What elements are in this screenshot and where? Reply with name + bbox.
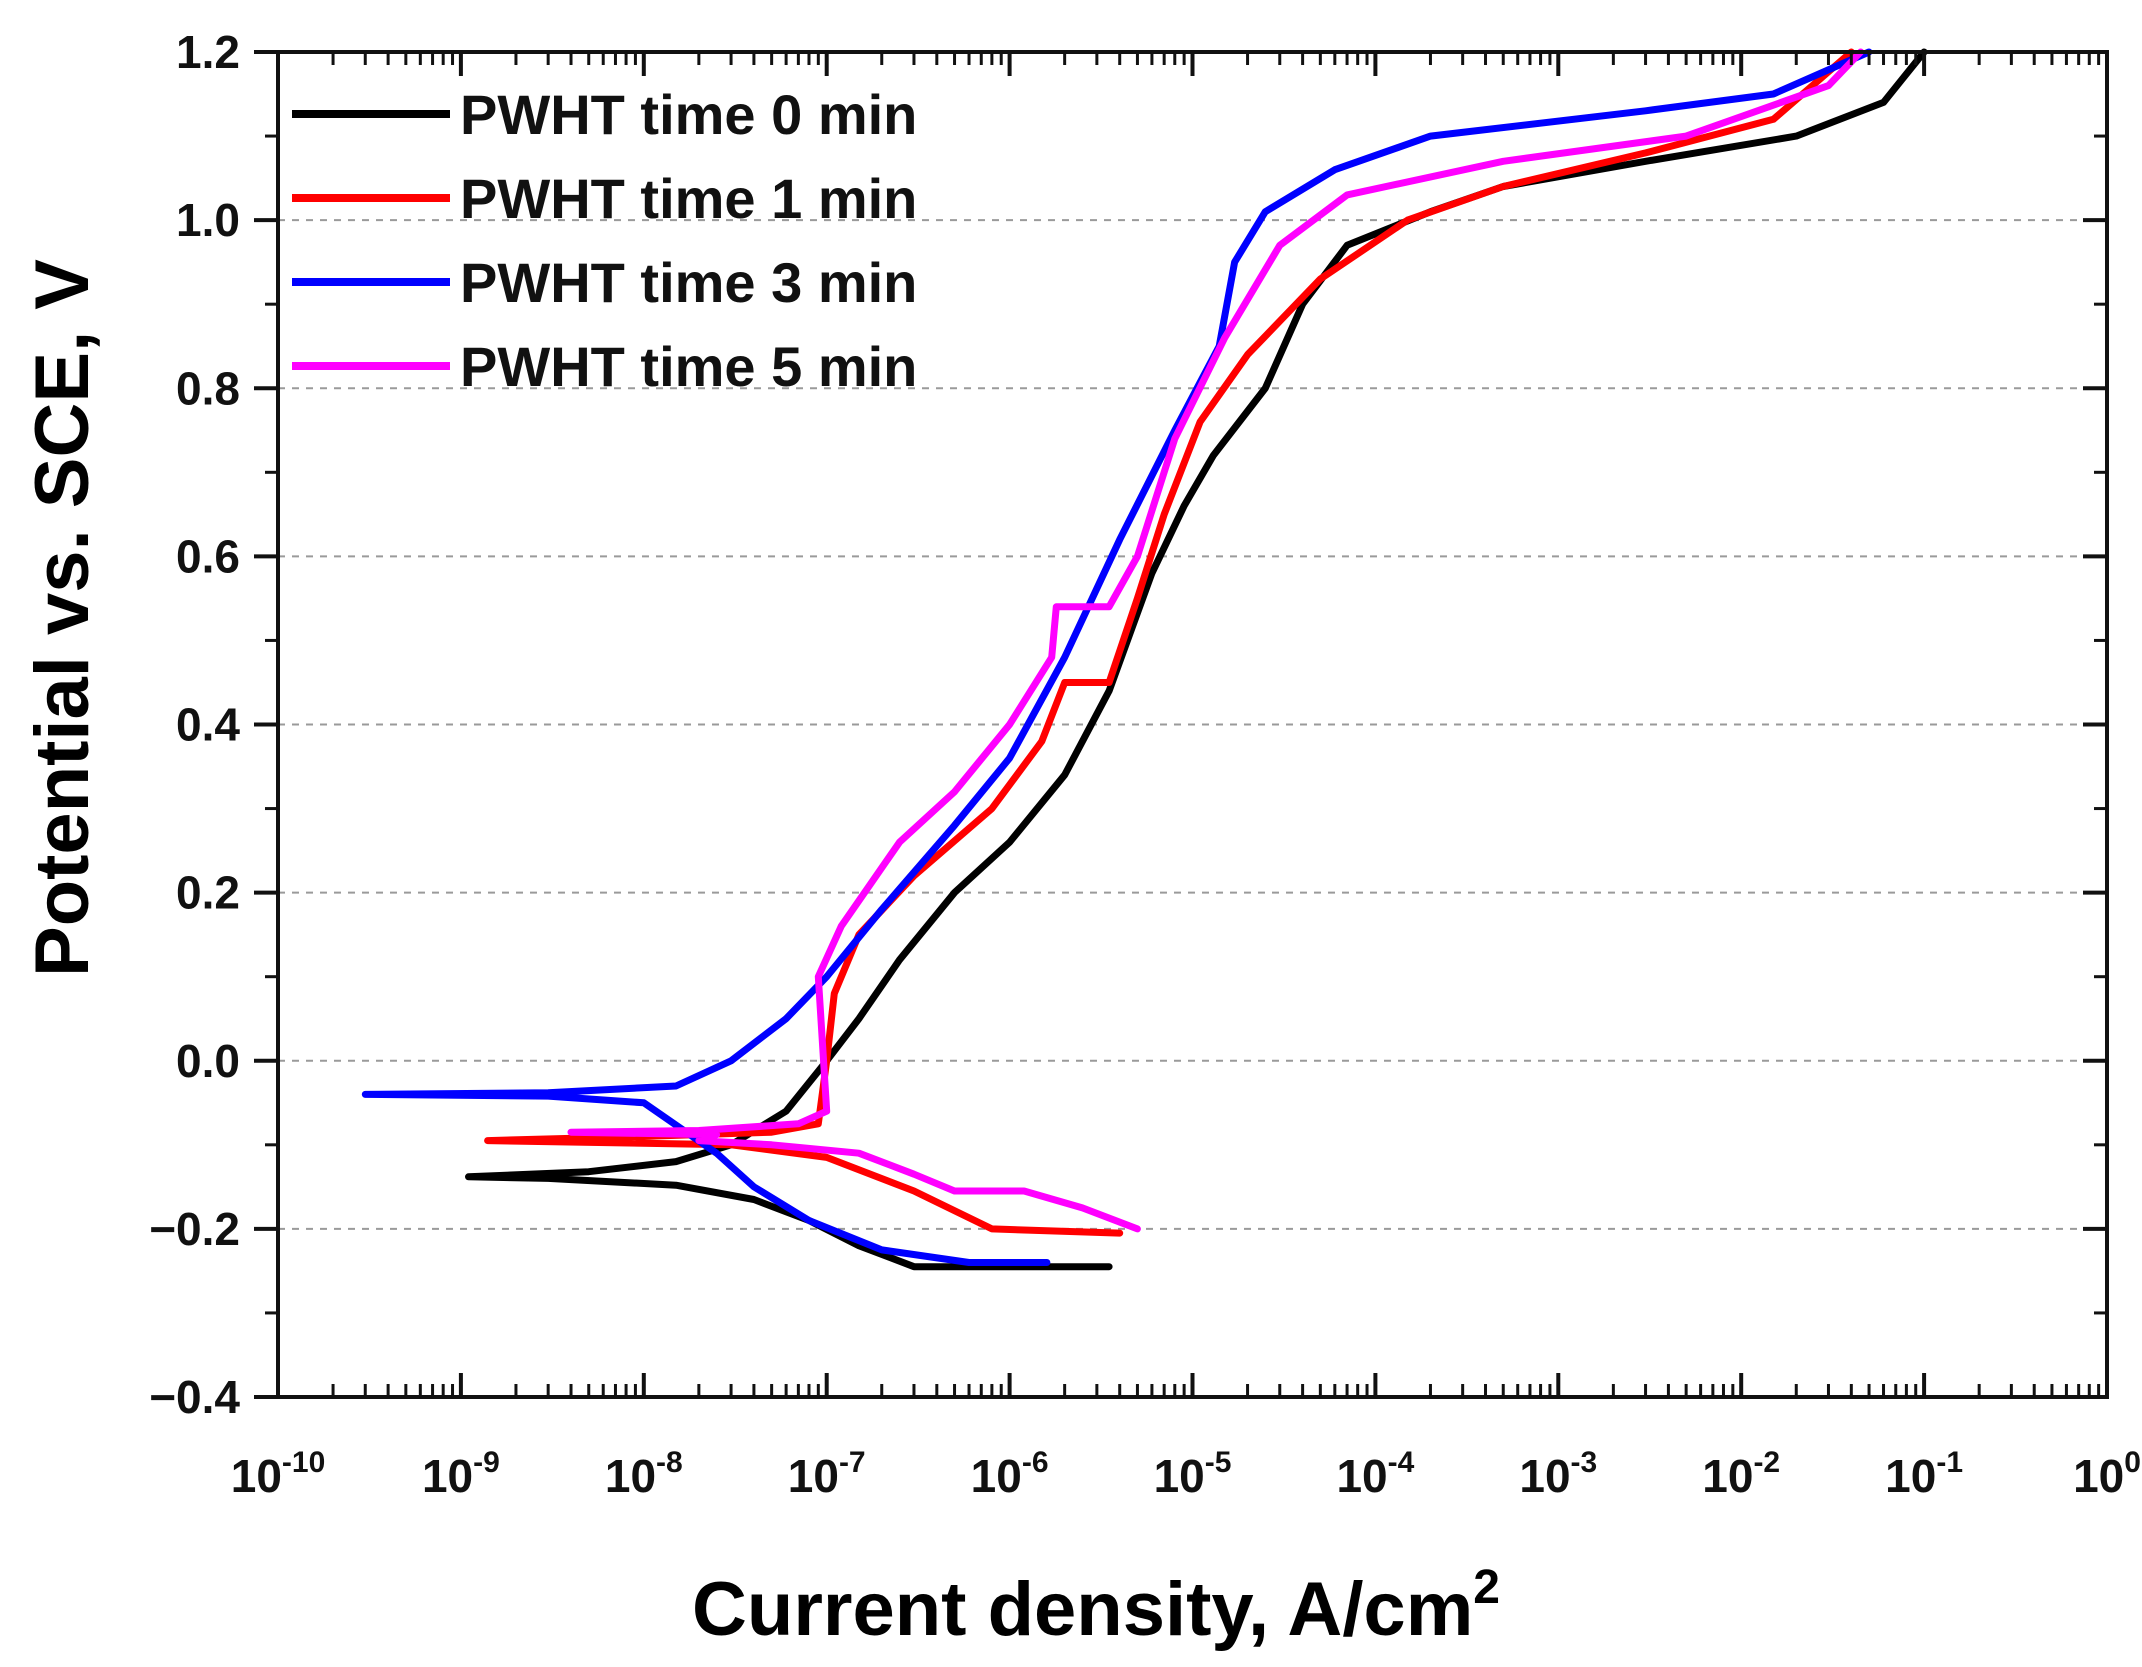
x-tick-label: 10-10 bbox=[231, 1446, 326, 1502]
x-tick-label: 10-8 bbox=[605, 1446, 683, 1502]
x-axis-title-superscript: 2 bbox=[1473, 1561, 1500, 1614]
x-tick-label-base: 10 bbox=[231, 1450, 282, 1502]
x-tick-label-exponent: -4 bbox=[1388, 1446, 1415, 1479]
x-tick-label-base: 10 bbox=[1154, 1450, 1205, 1502]
x-tick-label-exponent: -9 bbox=[473, 1446, 500, 1479]
y-tick-label: 0.8 bbox=[176, 362, 240, 414]
x-tick-label: 10-1 bbox=[1885, 1446, 1963, 1502]
x-tick-label-base: 10 bbox=[1519, 1450, 1570, 1502]
x-tick-label-exponent: -7 bbox=[839, 1446, 866, 1479]
x-tick-label-base: 10 bbox=[422, 1450, 473, 1502]
x-tick-label-exponent: 0 bbox=[2124, 1446, 2141, 1479]
x-tick-label-base: 10 bbox=[2073, 1450, 2124, 1502]
x-tick-label-base: 10 bbox=[1336, 1450, 1387, 1502]
x-tick-label: 100 bbox=[2073, 1446, 2141, 1502]
y-tick-label: −0.2 bbox=[149, 1203, 240, 1255]
y-tick-labels: −0.4 −0.2 0.0 0.2 0.4 0.6 0.8 1.0 1.2 bbox=[149, 26, 240, 1423]
y-tick-label: 0.0 bbox=[176, 1035, 240, 1087]
x-axis-title-text: Current density, A/cm bbox=[692, 1567, 1473, 1652]
legend: PWHT time 0 min PWHT time 1 min PWHT time … bbox=[292, 83, 917, 398]
y-tick-label: 0.4 bbox=[176, 699, 240, 751]
x-tick-label-base: 10 bbox=[788, 1450, 839, 1502]
legend-label: PWHT time 5 min bbox=[460, 335, 917, 398]
x-tick-label-base: 10 bbox=[971, 1450, 1022, 1502]
x-tick-label: 10-7 bbox=[788, 1446, 866, 1502]
legend-label: PWHT time 1 min bbox=[460, 167, 917, 230]
y-tick-label: 1.0 bbox=[176, 194, 240, 246]
series-line-pwht-time-3-min bbox=[361, 48, 1873, 1266]
gridlines bbox=[278, 219, 2107, 1230]
x-tick-label-exponent: -2 bbox=[1753, 1446, 1780, 1479]
x-tick-label: 10-3 bbox=[1519, 1446, 1597, 1502]
x-tick-label: 10-9 bbox=[422, 1446, 500, 1502]
x-tick-label-exponent: -8 bbox=[656, 1446, 683, 1479]
series-line-pwht-time-1-min bbox=[484, 48, 1855, 1237]
x-tick-label-base: 10 bbox=[605, 1450, 656, 1502]
y-tick-label: 0.2 bbox=[176, 867, 240, 919]
x-tick-label-exponent: -6 bbox=[1022, 1446, 1049, 1479]
x-tick-label-base: 10 bbox=[1702, 1450, 1753, 1502]
x-tick-label: 10-6 bbox=[971, 1446, 1049, 1502]
x-tick-label-exponent: -10 bbox=[282, 1446, 325, 1479]
x-tick-label: 10-5 bbox=[1154, 1446, 1232, 1502]
x-tick-label: 10-2 bbox=[1702, 1446, 1780, 1502]
x-tick-label-base: 10 bbox=[1885, 1450, 1936, 1502]
y-axis-title: Potential vs. SCE, V bbox=[20, 259, 105, 977]
x-tick-label-exponent: -5 bbox=[1205, 1446, 1232, 1479]
x-tick-labels: 10-10 10-9 10-8 10-7 10-6 10-5 10-4 10-3 10-2 10-… bbox=[231, 1446, 2141, 1502]
legend-label: PWHT time 3 min bbox=[460, 251, 917, 314]
x-tick-label: 10-4 bbox=[1336, 1446, 1414, 1502]
legend-label: PWHT time 0 min bbox=[460, 83, 917, 146]
y-tick-label: 1.2 bbox=[176, 26, 240, 78]
series-line-pwht-time-5-min bbox=[567, 48, 1865, 1233]
axis-ticks bbox=[254, 50, 2109, 1399]
series-lines bbox=[361, 48, 1928, 1271]
x-axis-title: Current density, A/cm2 bbox=[692, 1561, 1500, 1652]
y-tick-label: 0.6 bbox=[176, 530, 240, 582]
x-tick-label-exponent: -1 bbox=[1936, 1446, 1963, 1479]
x-tick-label-exponent: -3 bbox=[1571, 1446, 1598, 1479]
y-tick-label: −0.4 bbox=[149, 1371, 240, 1423]
